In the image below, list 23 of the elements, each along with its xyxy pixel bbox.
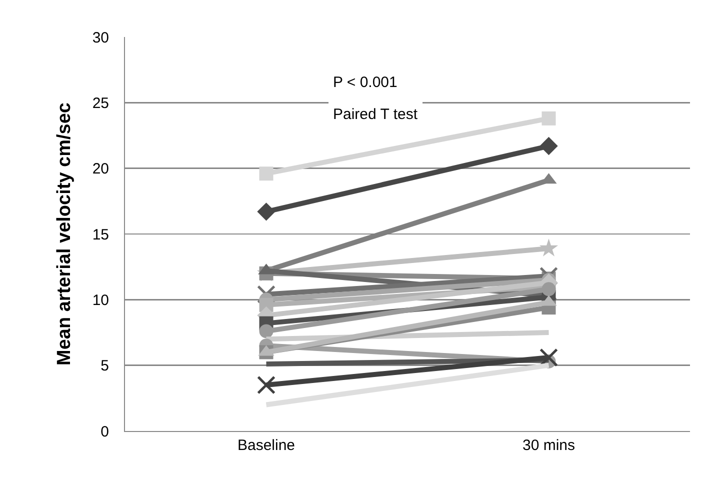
- point: [542, 282, 556, 296]
- y-tick-label: 0: [100, 423, 109, 440]
- y-tick-label: 15: [92, 226, 109, 244]
- x-tick-label: 30 mins: [522, 437, 576, 454]
- annotation: Paired T test: [333, 106, 418, 123]
- point: [257, 376, 276, 394]
- point: [540, 136, 558, 156]
- y-tick-label: 30: [92, 29, 109, 46]
- point: [539, 238, 558, 256]
- y-tick-label: 25: [92, 94, 109, 112]
- y-tick-label: 20: [92, 160, 109, 178]
- x-tick-label: Baseline: [237, 437, 296, 454]
- point: [259, 166, 274, 181]
- point: [542, 111, 556, 126]
- annotation: P < 0.001: [333, 74, 398, 91]
- point: [540, 348, 558, 367]
- point: [540, 266, 558, 286]
- y-tick-label: 5: [100, 358, 109, 375]
- point: [259, 324, 274, 338]
- y-axis-title: Mean arterial velocity cm/sec: [54, 102, 76, 366]
- point: [257, 285, 276, 304]
- y-tick-label: 10: [92, 292, 109, 309]
- point: [257, 202, 276, 221]
